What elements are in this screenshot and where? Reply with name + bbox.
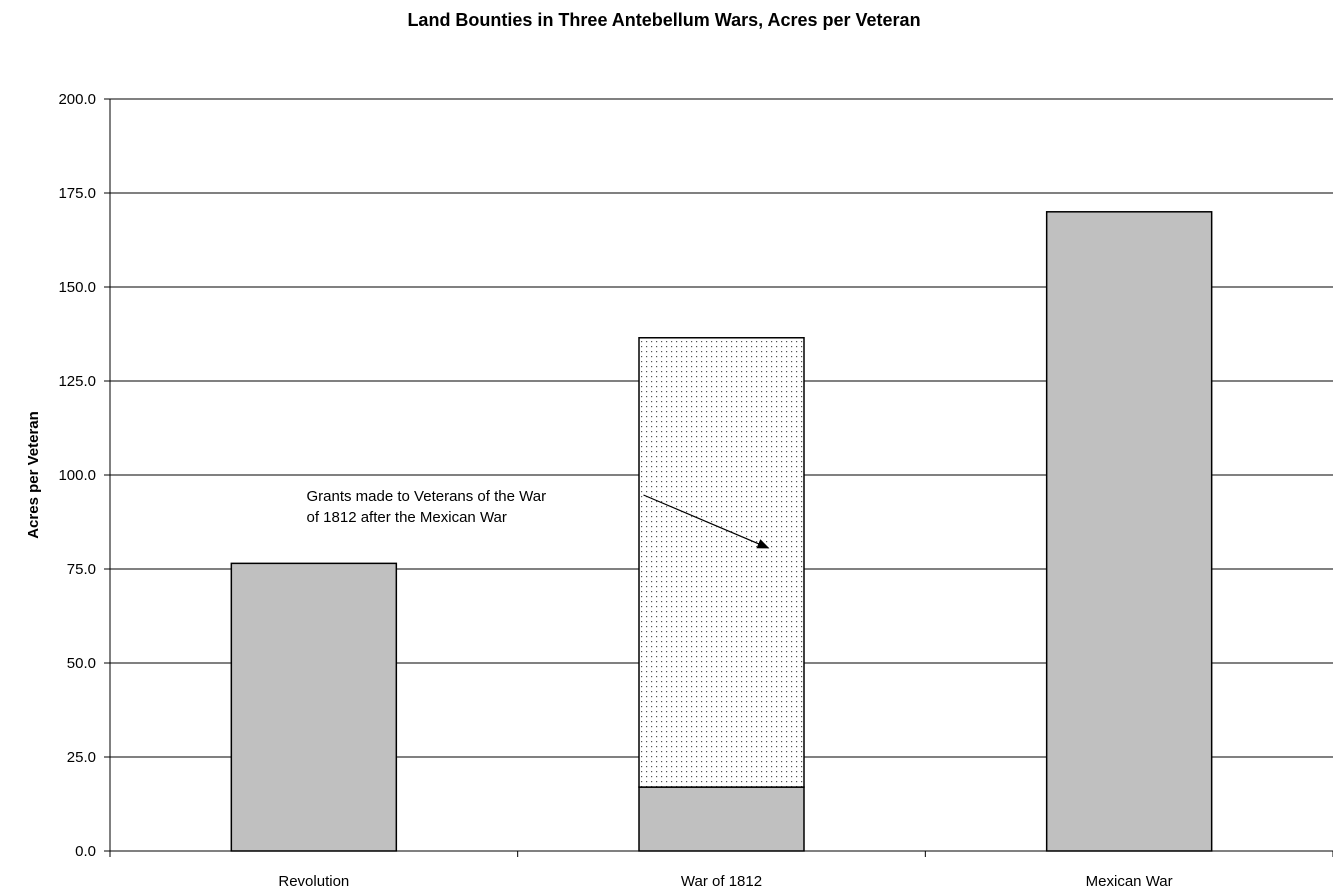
annotation-line-1: of 1812 after the Mexican War [307,509,507,526]
x-tick-label-0: Revolution [278,873,349,890]
x-tick-label-1: War of 1812 [681,873,762,890]
chart-title: Land Bounties in Three Antebellum Wars, … [407,10,920,30]
bars [230,211,1213,852]
bar-1-series-0 [638,786,805,852]
x-tick-label-2: Mexican War [1086,873,1173,890]
bar-0-series-0 [230,562,398,852]
axes [104,98,1333,857]
annotation-line-0: Grants made to Veterans of the War [307,488,547,505]
bar-1-series-1 [638,337,805,788]
y-tick-label-4: 100.0 [58,467,96,484]
y-tick-label-8: 200.0 [58,91,96,108]
y-tick-label-6: 150.0 [58,279,96,296]
y-tick-label-5: 125.0 [58,373,96,390]
bar-2-series-0 [1045,211,1213,852]
y-tick-label-1: 25.0 [67,749,96,766]
annotation-arrow [643,494,770,549]
y-tick-label-2: 50.0 [67,655,96,672]
annotation: Grants made to Veterans of the War of 181… [307,488,770,549]
y-tick-label-0: 0.0 [75,843,96,860]
y-tick-label-7: 175.0 [58,185,96,202]
tick-labels: 0.0 25.0 50.0 75.0 100.0 125.0 150.0 175.0 200.0… [58,91,1172,890]
y-tick-label-3: 75.0 [67,561,96,578]
y-axis-title: Acres per Veteran [25,411,42,539]
